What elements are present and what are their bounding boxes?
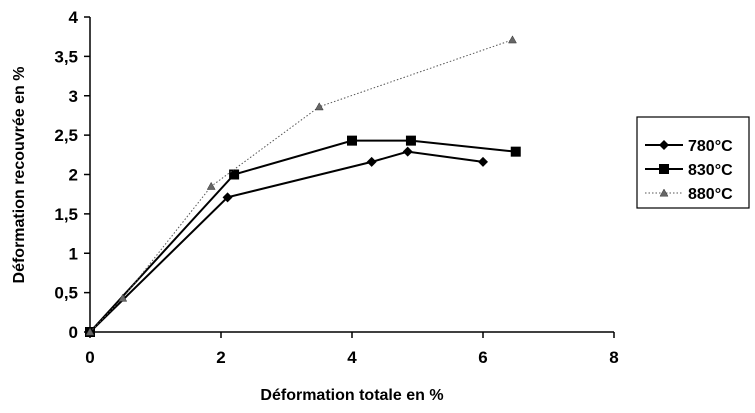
y-tick-label: 0,5 <box>54 284 78 303</box>
legend-marker <box>659 188 669 197</box>
data-point <box>206 181 216 190</box>
data-point <box>508 35 517 44</box>
y-tick-label: 0 <box>69 323 78 342</box>
y-tick-label: 4 <box>69 8 79 27</box>
data-point <box>347 135 357 146</box>
data-point <box>478 156 488 167</box>
x-axis-ticks: 0 2 4 6 8 <box>85 332 619 367</box>
data-point <box>366 156 377 167</box>
series-line <box>89 150 484 333</box>
data-point <box>405 135 416 146</box>
legend-label: 780°C <box>688 138 733 155</box>
data-point <box>314 102 324 111</box>
data-point <box>85 327 95 336</box>
x-tick-label: 8 <box>609 348 618 367</box>
legend: 780°C 830°C 880°C <box>636 116 750 209</box>
x-tick-label: 2 <box>216 348 225 367</box>
series-layer <box>85 35 521 337</box>
x-tick-label: 0 <box>85 348 94 367</box>
data-point <box>222 192 233 203</box>
series-line <box>89 139 516 333</box>
y-tick-label: 2 <box>69 166 78 185</box>
y-tick-label: 1 <box>69 244 78 263</box>
x-tick-label: 4 <box>347 348 357 367</box>
x-tick-label: 6 <box>478 348 487 367</box>
series-line <box>89 39 513 333</box>
y-tick-label: 1,5 <box>54 205 78 224</box>
data-point <box>229 169 240 180</box>
series-0 <box>85 146 488 337</box>
series-1 <box>85 135 521 337</box>
legend-marker <box>659 140 669 150</box>
x-axis-title: Déformation totale en % <box>260 387 443 404</box>
legend-label: 880°C <box>688 186 733 203</box>
y-axis-title: Déformation recouvrée en % <box>11 67 28 284</box>
data-point <box>118 293 128 302</box>
y-tick-label: 2,5 <box>54 126 78 145</box>
legend-marker <box>659 164 669 174</box>
y-tick-label: 3,5 <box>54 47 78 66</box>
y-tick-label: 3 <box>69 87 78 106</box>
data-point <box>402 146 413 157</box>
legend-label: 830°C <box>688 162 733 179</box>
data-point <box>510 146 521 157</box>
y-axis-ticks: 0 0,5 1 1,5 2 2,5 3 3,5 4 <box>54 8 90 342</box>
series-2 <box>85 35 517 336</box>
